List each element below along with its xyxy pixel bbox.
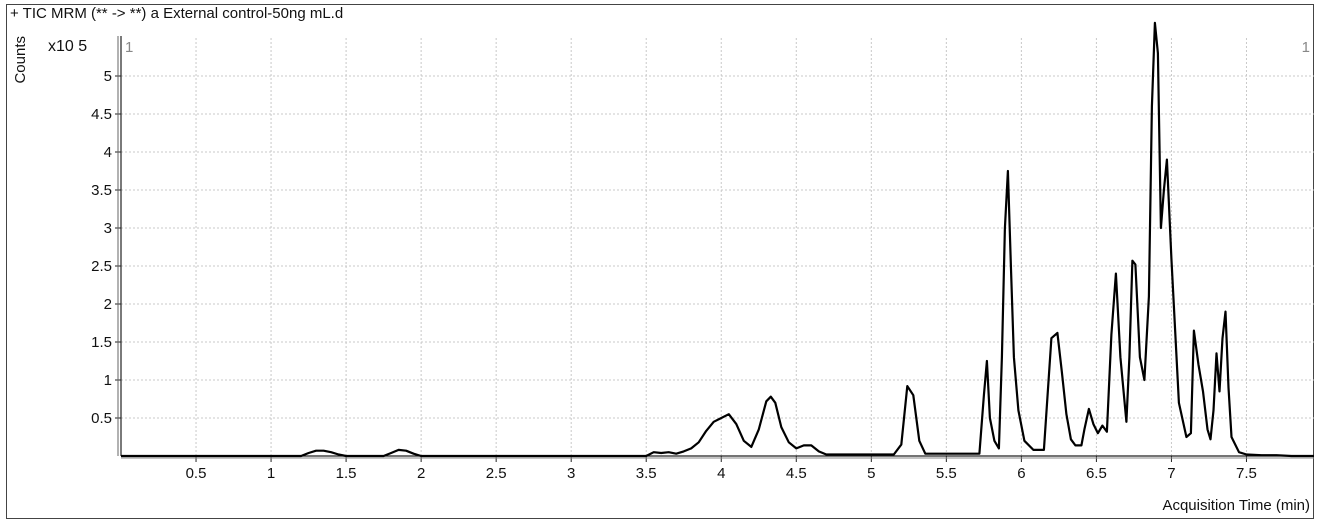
x-tick-label: 1.5 bbox=[336, 465, 357, 482]
x-tick-label: 2.5 bbox=[486, 465, 507, 482]
x-tick-label: 6 bbox=[1017, 465, 1025, 482]
y-tick-label: 1 bbox=[104, 372, 112, 389]
y-scale-multiplier: x10 5 bbox=[48, 38, 88, 55]
x-tick-label: 4 bbox=[717, 465, 725, 482]
y-tick-label: 2.5 bbox=[91, 258, 112, 275]
y-tick-label: 0.5 bbox=[91, 410, 112, 427]
y-tick-label: 4.5 bbox=[91, 106, 112, 123]
series-line-0 bbox=[121, 21, 1314, 458]
x-tick-label: 6.5 bbox=[1086, 465, 1107, 482]
x-tick-label: 3 bbox=[567, 465, 575, 482]
x-tick-label: 7 bbox=[1167, 465, 1175, 482]
axes bbox=[115, 36, 1314, 462]
grid-lines bbox=[121, 38, 1314, 456]
y-tick-label: 2 bbox=[104, 296, 112, 313]
right-marker-label: 1 bbox=[1302, 39, 1310, 56]
x-tick-label: 3.5 bbox=[636, 465, 657, 482]
y-tick-label: 3 bbox=[104, 220, 112, 237]
chart-frame bbox=[6, 4, 1314, 519]
x-tick-label: 5 bbox=[867, 465, 875, 482]
x-axis-label: Acquisition Time (min) bbox=[1162, 497, 1310, 514]
y-tick-label: 5 bbox=[104, 68, 112, 85]
y-tick-label: 3.5 bbox=[91, 182, 112, 199]
x-tick-label: 5.5 bbox=[936, 465, 957, 482]
y-tick-label: 1.5 bbox=[91, 334, 112, 351]
series-layer bbox=[121, 21, 1314, 458]
x-tick-label: 0.5 bbox=[186, 465, 207, 482]
y-tick-label: 4 bbox=[104, 144, 112, 161]
x-tick-label: 4.5 bbox=[786, 465, 807, 482]
x-tick-label: 2 bbox=[417, 465, 425, 482]
tick-labels: 0.5 1 1.5 2 2.5 3 3.5 4 4.5 5 5.5 6 6.5 7 7.5 0.5 1 1.5 2 2… bbox=[91, 39, 1310, 482]
x-tick-label: 1 bbox=[267, 465, 275, 482]
left-marker-label: 1 bbox=[125, 39, 133, 56]
x-tick-label: 7.5 bbox=[1236, 465, 1257, 482]
chart-title: + TIC MRM (** -> **) a External control-… bbox=[10, 5, 344, 22]
